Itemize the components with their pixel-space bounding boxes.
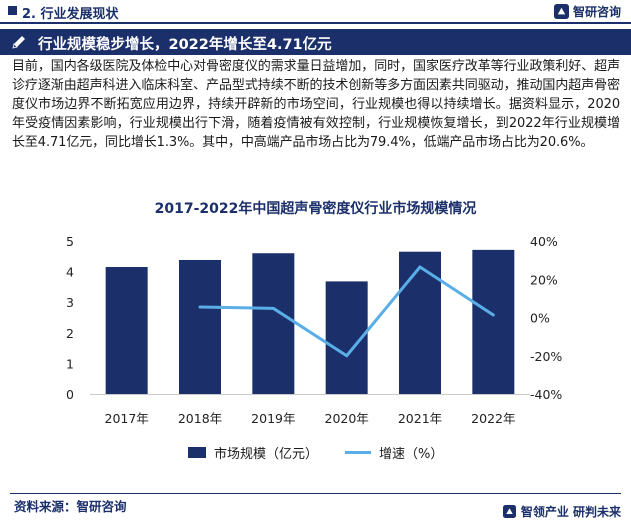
x-tick-label: 2017年 bbox=[105, 411, 149, 426]
y-right-tick-label: -40% bbox=[530, 387, 562, 402]
y-left-tick-label: 1 bbox=[66, 356, 74, 371]
pen-icon bbox=[12, 36, 25, 49]
y-right-tick-label: 0% bbox=[530, 311, 550, 326]
section-title: 2. 行业发展现状 bbox=[22, 7, 119, 22]
bar-5 bbox=[399, 251, 441, 394]
section-header: 2. 行业发展现状 智研咨询 bbox=[0, 0, 631, 24]
brand-logo-icon bbox=[553, 4, 569, 19]
chart-legend: 市场规模（亿元） 增速（%） bbox=[0, 443, 631, 462]
x-tick-label: 2018年 bbox=[178, 411, 222, 426]
growth-point-2 bbox=[198, 305, 202, 309]
y-right-tick-label: 20% bbox=[530, 272, 558, 287]
y-right-tick-label: -20% bbox=[530, 349, 562, 364]
bar-6 bbox=[472, 249, 515, 394]
x-tick-label: 2019年 bbox=[251, 411, 295, 426]
x-tick-label: 2021年 bbox=[398, 411, 442, 426]
growth-point-5 bbox=[418, 265, 422, 269]
bar-2 bbox=[179, 259, 221, 394]
y-left-tick-label: 4 bbox=[66, 265, 74, 280]
y-right-tick-label: 40% bbox=[530, 234, 558, 249]
data-source: 资料来源：智研咨询 bbox=[14, 499, 127, 514]
section-marker-icon bbox=[8, 6, 17, 15]
x-tick-label: 2020年 bbox=[325, 411, 369, 426]
body-paragraph: 目前，国内各级医院及体检中心对骨密度仪的需求量日益增加，同时，国家医疗改革等行业… bbox=[12, 59, 620, 150]
footer-divider bbox=[10, 493, 621, 494]
footer-logo-icon bbox=[502, 505, 516, 518]
bar-1 bbox=[105, 267, 148, 394]
brand-name: 智研咨询 bbox=[572, 5, 621, 19]
chart-title: 2017-2022年中国超声骨密度仪行业市场规模情况 bbox=[154, 201, 477, 217]
slogan-text: 智领产业 研判未来 bbox=[520, 505, 621, 519]
y-left-tick-label: 3 bbox=[66, 295, 74, 310]
growth-point-4 bbox=[345, 354, 349, 358]
banner-title: 行业规模稳步增长，2022年增长至4.71亿元 bbox=[38, 37, 332, 53]
y-left-tick-label: 0 bbox=[66, 387, 74, 402]
y-left-tick-label: 5 bbox=[66, 234, 74, 249]
legend-line-label: 增速（%） bbox=[379, 447, 444, 462]
legend-item-line: 增速（%） bbox=[345, 443, 443, 462]
legend-line-swatch bbox=[345, 451, 371, 454]
footer: 资料来源：智研咨询 智领产业 研判未来 bbox=[0, 487, 631, 523]
legend-bar-swatch bbox=[188, 447, 206, 458]
title-banner: 行业规模稳步增长，2022年增长至4.71亿元 bbox=[0, 29, 631, 55]
footer-slogan: 智领产业 研判未来 bbox=[502, 503, 621, 520]
growth-point-6 bbox=[491, 313, 495, 317]
brand: 智研咨询 bbox=[553, 3, 621, 20]
y-left-tick-label: 2 bbox=[66, 326, 74, 341]
x-tick-label: 2022年 bbox=[471, 411, 515, 426]
legend-bar-label: 市场规模（亿元） bbox=[214, 447, 319, 462]
bar-3 bbox=[252, 253, 295, 394]
growth-point-3 bbox=[271, 306, 275, 310]
legend-item-bar: 市场规模（亿元） bbox=[188, 443, 318, 462]
